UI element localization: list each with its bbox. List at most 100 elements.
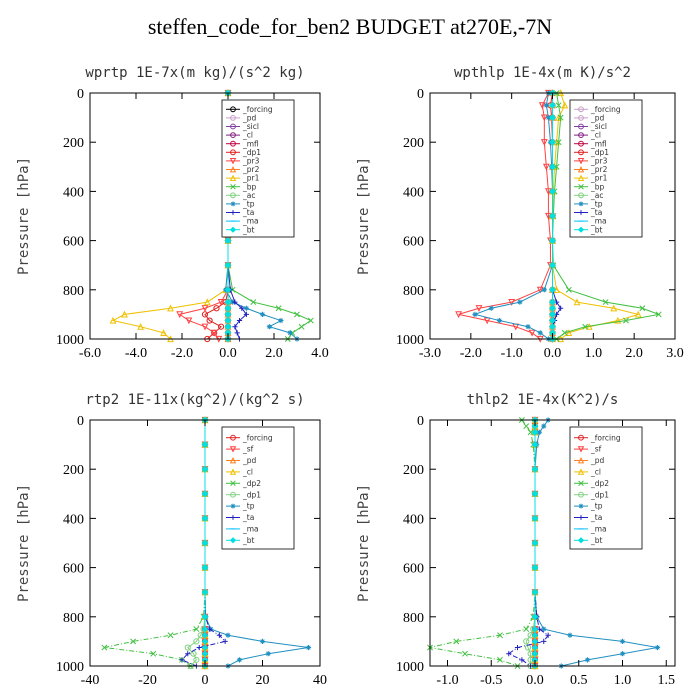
- legend-marker: [578, 491, 584, 498]
- panel-1-title: wprtp 1E-7x(m kg)/(s^2 kg): [85, 65, 304, 81]
- series-point-tp: [278, 317, 284, 324]
- series-point-bt: [549, 311, 556, 318]
- series-point-bt: [549, 237, 556, 244]
- legend-marker: [230, 140, 236, 147]
- y-tick-label: 0: [417, 87, 424, 102]
- series-point-tp: [541, 423, 547, 429]
- series-point-tp: [541, 626, 547, 632]
- panel-1-ylabel: Pressure [hPa]: [16, 157, 32, 275]
- panel-3-title: rtp2 1E-11x(kg^2)/(kg^2 s): [85, 392, 304, 408]
- series-point-tp: [567, 632, 573, 638]
- series-point-tp: [537, 330, 543, 336]
- series-point-pr3: [542, 163, 550, 171]
- panel-4-ylabel: Pressure [hPa]: [356, 484, 372, 602]
- series-point-pr1: [565, 329, 573, 336]
- series-point-dp2: [523, 626, 530, 633]
- panel-2-title: wpthlp 1E-4x(m K)/s^2: [454, 65, 631, 81]
- series-point-bt: [201, 588, 209, 596]
- series-line-pr3: [178, 93, 229, 340]
- series-point-tp: [654, 644, 661, 651]
- y-tick-label: 200: [403, 136, 424, 151]
- x-tick-label: -0.5: [480, 673, 502, 688]
- legend-entry: _forcing: [242, 105, 273, 114]
- series-point-bt: [549, 101, 556, 109]
- series-point-dp1: [193, 638, 200, 645]
- series-point-bt: [201, 625, 209, 633]
- series-point-bp: [307, 317, 314, 324]
- x-tick-label: -40: [81, 673, 100, 688]
- series-point-tp: [517, 299, 523, 305]
- y-tick-label: 1000: [56, 333, 84, 348]
- series-point-ta: [514, 644, 521, 651]
- legend-marker: [229, 537, 237, 544]
- series-point-bt: [201, 638, 209, 645]
- legend-entry: _forcing: [590, 105, 621, 114]
- y-tick-label: 400: [403, 185, 424, 200]
- series-point-ta: [234, 330, 240, 336]
- series-point-bp: [557, 114, 564, 121]
- series-point-dp1: [523, 638, 530, 645]
- series-point-dp2: [130, 638, 137, 645]
- legend-entry: _sicl: [590, 122, 607, 131]
- series-point-pr1: [137, 322, 145, 330]
- series-point-dp1: [184, 644, 191, 651]
- series-point-bt: [201, 644, 209, 651]
- series-point-pr1: [610, 304, 618, 312]
- series-point-tp: [619, 651, 626, 657]
- legend-entry: _cl: [590, 468, 601, 477]
- series-point-tp: [584, 657, 591, 663]
- series-point-bt: [549, 163, 556, 171]
- series-point-bt: [531, 625, 539, 633]
- x-tick-label: 0: [202, 673, 209, 688]
- series-point-bt: [531, 588, 539, 596]
- series-point-bt: [224, 261, 232, 269]
- series-point-ta: [236, 317, 243, 324]
- panel-4: thlp2 1E-4x(K^2)/s Pressure [hPa] -1.0 -0.5…: [356, 392, 676, 688]
- series-point-tp: [536, 429, 542, 435]
- x-tick-label: 0.0: [544, 346, 562, 361]
- y-tick-label: 400: [403, 512, 424, 527]
- y-tick-label: 600: [403, 235, 424, 250]
- series-point-pr3: [176, 311, 184, 319]
- x-tick-label: -3.0: [419, 346, 441, 361]
- series-point-tp: [488, 305, 494, 311]
- series-point-tp: [619, 638, 626, 644]
- legend-marker: [577, 446, 585, 453]
- y-tick-label: 1000: [56, 660, 84, 675]
- x-tick-label: -2.0: [171, 346, 193, 361]
- series-point-bt: [224, 298, 232, 306]
- series-point-dp2: [453, 638, 460, 645]
- series-point-pr1: [121, 310, 128, 318]
- legend-marker: [230, 434, 236, 441]
- y-tick-label: 1000: [396, 660, 424, 675]
- series-point-bt: [224, 323, 232, 331]
- series-point-pr1: [160, 329, 168, 336]
- x-tick-label: 40: [313, 673, 327, 688]
- x-tick-label: -6.0: [79, 346, 101, 361]
- legend-marker: [229, 226, 237, 233]
- series-point-bt: [201, 631, 209, 639]
- series-point-dp2: [167, 632, 174, 639]
- series-point-bt: [549, 323, 556, 331]
- legend-marker: [230, 132, 236, 139]
- legend-entry: _ma: [590, 217, 607, 226]
- x-tick-label: 4.0: [311, 346, 329, 361]
- series-point-ta: [232, 299, 238, 305]
- series-point-bp: [561, 329, 568, 336]
- series-point-pr3: [455, 311, 462, 319]
- legend-marker: [230, 183, 236, 190]
- y-tick-label: 0: [77, 414, 84, 429]
- legend-marker: [229, 158, 237, 165]
- series-point-bt: [531, 631, 539, 639]
- legend-entry: _bp: [242, 182, 257, 191]
- series-point-pr3: [201, 305, 209, 312]
- series-point-tp: [541, 287, 547, 293]
- series-point-pr1: [203, 298, 211, 306]
- series-point-pr1: [109, 316, 117, 324]
- x-tick-label: -1.0: [501, 346, 523, 361]
- series-point-bt: [224, 286, 232, 294]
- series-point-tp: [305, 644, 312, 651]
- legend-entry: _dp1: [242, 490, 261, 499]
- legend-marker: [578, 515, 584, 520]
- legend-marker: [577, 226, 585, 233]
